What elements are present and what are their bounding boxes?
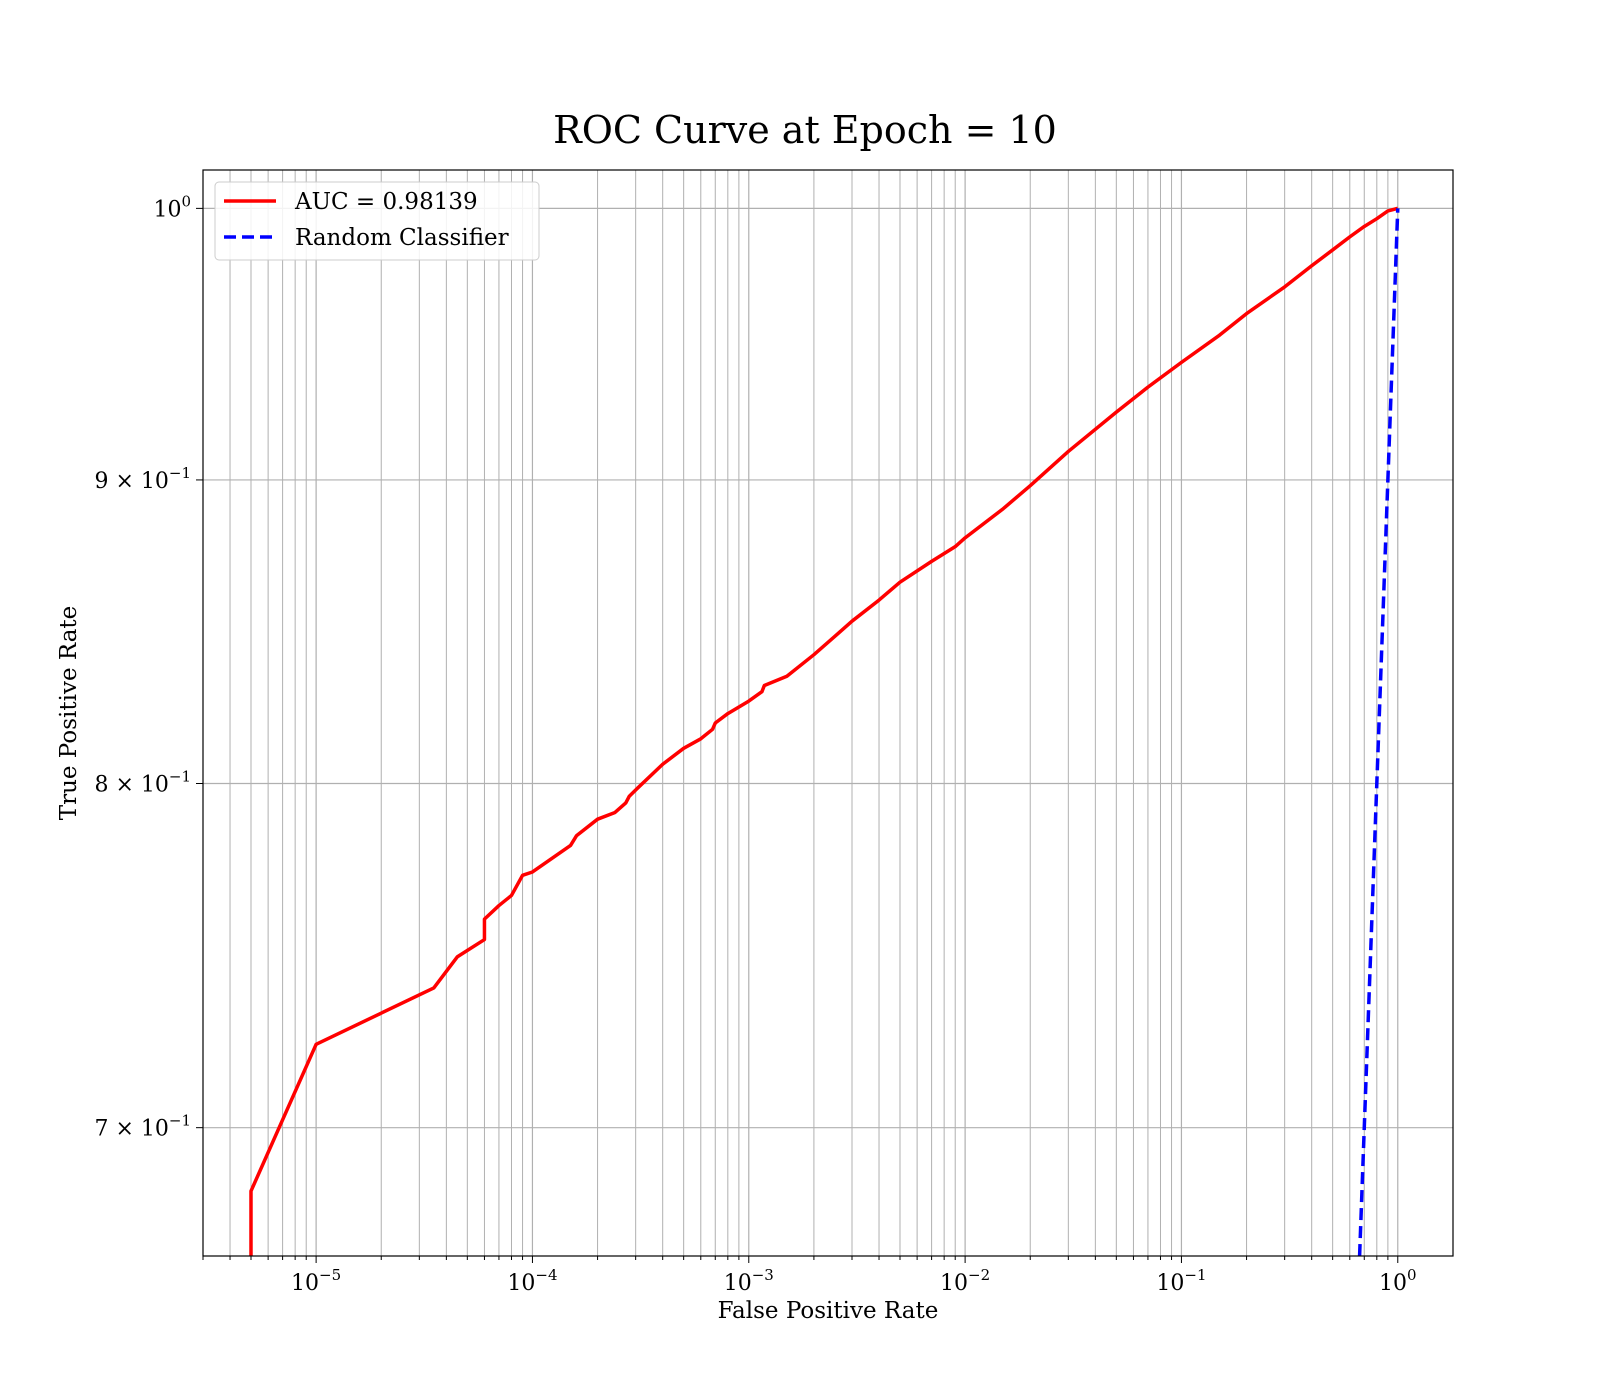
legend-box bbox=[214, 181, 540, 261]
y-axis-label: True Positive Rate bbox=[56, 606, 82, 821]
x-tick-label: 10−4 bbox=[507, 1266, 557, 1296]
legend-label-auc: AUC = 0.98139 bbox=[294, 189, 478, 215]
plot-frame bbox=[202, 169, 1454, 1257]
roc-curve-line bbox=[249, 206, 1399, 1256]
y-tick-label: 9 × 10−1 bbox=[94, 464, 191, 494]
x-tick-label: 10−2 bbox=[940, 1266, 990, 1296]
y-tick-label: 100 bbox=[153, 192, 191, 222]
random-classifier-line bbox=[1357, 208, 1400, 1256]
x-tick-label: 10−3 bbox=[724, 1266, 774, 1296]
x-axis-label: False Positive Rate bbox=[718, 1298, 939, 1324]
legend-label-random: Random Classifier bbox=[295, 225, 509, 251]
x-tick-label: 100 bbox=[1379, 1266, 1417, 1296]
x-tick-label: 10−5 bbox=[291, 1266, 341, 1296]
y-tick-label: 8 × 10−1 bbox=[94, 768, 191, 798]
grid bbox=[202, 170, 1453, 1256]
series-layer bbox=[249, 206, 1400, 1256]
x-tick-label: 10−1 bbox=[1156, 1266, 1206, 1296]
y-tick-label: 7 × 10−1 bbox=[94, 1112, 191, 1142]
legend: AUC = 0.98139 Random Classifier bbox=[214, 181, 540, 261]
ticks: 100 9 × 10−1 8 × 10−1 7 × 10−1 10−5 10−4 10−3 1… bbox=[94, 192, 1416, 1296]
chart-title: ROC Curve at Epoch = 10 bbox=[553, 108, 1057, 152]
